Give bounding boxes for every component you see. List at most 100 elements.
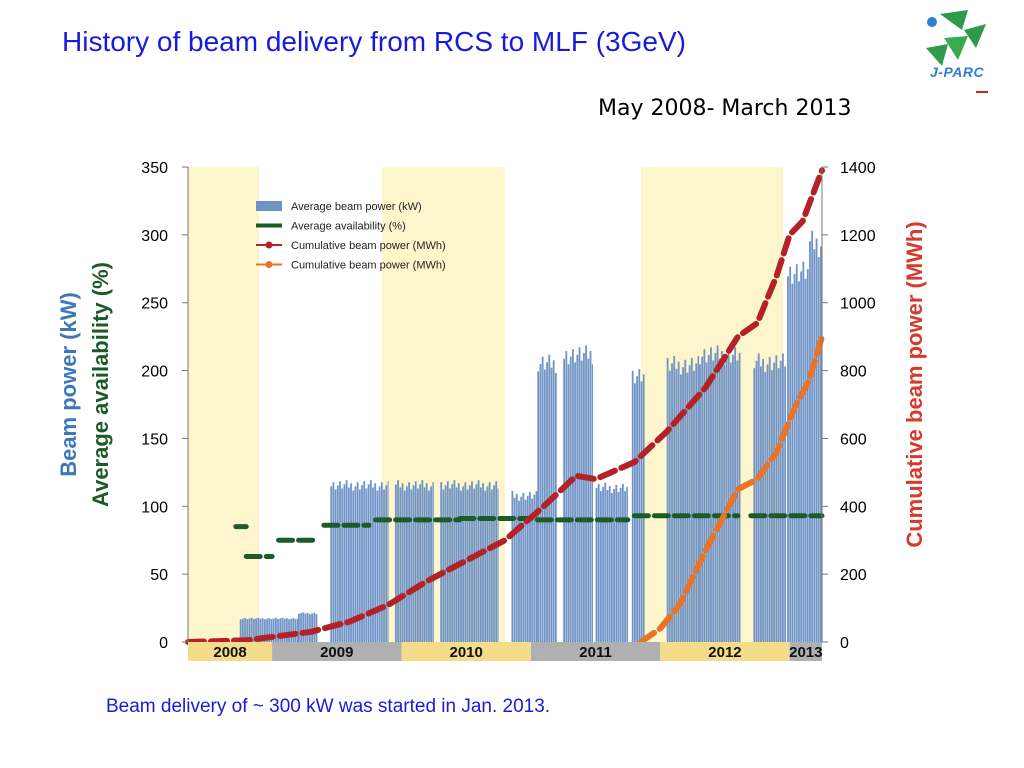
year-label: 2008 (213, 644, 246, 661)
power-bar (417, 488, 419, 642)
power-bar (304, 613, 307, 642)
power-bar (757, 353, 760, 642)
power-bar (682, 367, 684, 642)
legend-label: Cumulative beam power (MWh) (291, 240, 446, 252)
power-bar (306, 612, 309, 642)
power-bar (574, 362, 577, 642)
power-bar (541, 356, 544, 642)
power-bar (274, 617, 277, 642)
power-bar (817, 257, 820, 642)
axis-titles: Beam power (kW) Average availability (%) C… (56, 221, 927, 547)
power-bar (513, 497, 516, 642)
power-bar (430, 486, 433, 642)
power-bar (259, 618, 262, 642)
power-bar (250, 617, 253, 642)
power-bar (369, 480, 372, 642)
power-bar (239, 619, 242, 642)
power-bar (784, 366, 787, 642)
power-bar (363, 481, 366, 642)
power-bar (686, 372, 689, 642)
power-bar (572, 349, 574, 642)
y-axis-title-availability: Average availability (%) (88, 262, 113, 507)
year-cell (789, 642, 822, 661)
power-bar (515, 493, 518, 642)
power-bar (589, 351, 592, 642)
left-tick-label: 150 (141, 431, 168, 448)
power-bar (294, 619, 297, 642)
power-bar (727, 349, 730, 642)
power-bar (578, 347, 581, 642)
power-bar (471, 481, 473, 642)
power-bar (697, 356, 700, 642)
right-tick-label: 800 (840, 364, 867, 381)
power-bar (624, 491, 626, 642)
power-bar (550, 367, 553, 642)
power-bar (675, 368, 678, 642)
power-bar (760, 366, 762, 642)
power-bar (800, 271, 803, 642)
power-bar (412, 485, 415, 642)
power-bar (610, 493, 613, 642)
power-bar (246, 619, 249, 642)
power-bar (332, 482, 335, 642)
power-bar (486, 486, 489, 642)
power-bar (716, 345, 719, 642)
year-cell (660, 642, 790, 661)
power-bar (677, 361, 680, 642)
j-parc-logo (926, 10, 988, 93)
power-bar (468, 485, 471, 642)
power-bar (432, 482, 434, 642)
power-bar (820, 246, 822, 642)
power-bar (511, 490, 514, 642)
power-bar (615, 484, 618, 642)
power-bar (619, 487, 622, 642)
power-bar (300, 613, 302, 642)
year-cell (530, 642, 661, 661)
power-bar (334, 489, 337, 642)
left-tick-label: 300 (141, 228, 168, 245)
power-bar (419, 484, 422, 642)
power-bar (268, 618, 271, 642)
power-bar (296, 618, 298, 642)
power-bar (535, 490, 538, 642)
power-bar (488, 482, 491, 642)
year-label: 2012 (708, 644, 741, 661)
power-bar (811, 230, 814, 643)
power-bar (453, 480, 456, 642)
power-bar (252, 618, 255, 642)
power-bar (347, 487, 350, 642)
slide-title: History of beam delivery from RCS to MLF… (62, 26, 686, 57)
power-bar (285, 618, 288, 642)
power-bar (297, 613, 300, 642)
power-bar (446, 481, 449, 642)
year-label: 2011 (579, 644, 612, 661)
power-bar (782, 353, 784, 642)
power-bar (705, 362, 708, 642)
power-bar (343, 484, 346, 642)
power-bar (526, 495, 529, 642)
availability-dashes (233, 513, 825, 559)
left-tick-label: 250 (141, 296, 168, 313)
power-bar (451, 484, 454, 642)
power-bar (638, 369, 641, 642)
power-bar (257, 617, 260, 642)
power-bar (255, 618, 257, 642)
power-bar (714, 352, 717, 642)
power-bar (580, 360, 583, 642)
power-bar (367, 484, 370, 642)
power-bar (281, 617, 284, 642)
power-bar (576, 354, 579, 642)
power-bar (442, 489, 445, 642)
power-bar (773, 362, 776, 642)
power-bar (365, 488, 368, 642)
power-bar (399, 487, 402, 642)
power-bar (684, 359, 687, 642)
power-bar (311, 613, 313, 642)
year-cell (188, 642, 273, 661)
power-bar (308, 614, 311, 642)
power-bar (374, 483, 377, 642)
power-bar (693, 370, 695, 642)
power-bar (753, 368, 756, 642)
power-bar (738, 352, 741, 642)
background-band-0 (188, 167, 260, 642)
